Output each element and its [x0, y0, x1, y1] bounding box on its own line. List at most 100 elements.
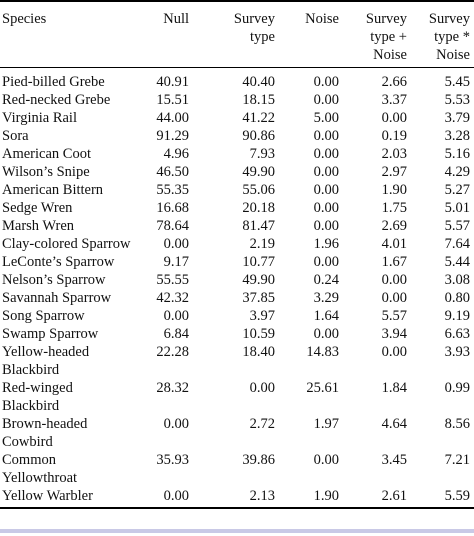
cell-noise: 14.83: [306, 344, 339, 360]
header-line: type: [250, 29, 275, 45]
header-line: Survey: [428, 11, 470, 27]
table-row: Clay-colored Sparrow 0.00 2.19 1.96 4.01 7.64: [0, 235, 474, 253]
table-row: Sedge Wren 16.68 20.18 0.00 1.75 5.01: [0, 199, 474, 217]
cell-survey-type: 10.59: [242, 326, 275, 342]
cell-noise: 5.00: [313, 110, 339, 126]
header-line: Survey: [233, 11, 275, 27]
cell-null: 0.00: [163, 308, 189, 324]
table-row: LeConte’s Sparrow 9.17 10.77 0.00 1.67 5.44: [0, 253, 474, 271]
cell-null: 35.93: [156, 452, 189, 468]
cell-survey-type: 0.00: [249, 380, 275, 396]
cell-species: Savannah Sparrow: [2, 290, 112, 306]
cell-survey-type: 3.97: [249, 308, 275, 324]
cell-survey-type: 2.72: [249, 416, 275, 432]
cell-null: 9.17: [163, 254, 189, 270]
cell-survey-plus-noise: 2.66: [381, 74, 407, 90]
cell-survey-plus-noise: 2.61: [343, 487, 411, 509]
cell-species: LeConte’s Sparrow: [2, 254, 115, 270]
cell-survey-plus-noise: 4.01: [381, 236, 407, 252]
table-row: Swamp Sparrow 6.84 10.59 0.00 3.94 6.63: [0, 325, 474, 343]
cell-null: 6.84: [163, 326, 189, 342]
cell-survey-times-noise: 5.44: [444, 254, 470, 270]
cell-survey-times-noise: 6.63: [444, 326, 470, 342]
cell-survey-plus-noise: 1.67: [381, 254, 407, 270]
cell-survey-plus-noise: 3.45: [381, 452, 407, 468]
cell-species: Sedge Wren: [2, 200, 73, 216]
column-header-species: Species: [0, 8, 135, 68]
cell-noise: 0.00: [313, 254, 339, 270]
table-row: Savannah Sparrow 42.32 37.85 3.29 0.00 0.80: [0, 289, 474, 307]
cell-survey-plus-noise: 2.97: [381, 164, 407, 180]
cell-survey-type: 7.93: [249, 146, 275, 162]
table-row: Wilson’s Snipe 46.50 49.90 0.00 2.97 4.29: [0, 163, 474, 181]
cell-survey-times-noise: 5.27: [444, 182, 470, 198]
cell-survey-times-noise: 3.93: [444, 344, 470, 360]
cell-noise: 3.29: [313, 290, 339, 306]
cell-species: Pied-billed Grebe: [2, 74, 105, 90]
cell-noise: 25.61: [306, 380, 339, 396]
cell-noise: 0.00: [313, 74, 339, 90]
column-header-survey-type: Survey type: [193, 8, 279, 68]
cell-null: 91.29: [156, 128, 189, 144]
table-row: Song Sparrow 0.00 3.97 1.64 5.57 9.19: [0, 307, 474, 325]
cell-noise: 1.97: [313, 416, 339, 432]
table-row: Sora 91.29 90.86 0.00 0.19 3.28: [0, 127, 474, 145]
cell-survey-times-noise: 9.19: [444, 308, 470, 324]
cell-survey-times-noise: 0.80: [444, 290, 470, 306]
cell-survey-type: 49.90: [242, 272, 275, 288]
cell-noise: 0.00: [313, 182, 339, 198]
cell-survey-type: 55.06: [242, 182, 275, 198]
cell-species: Swamp Sparrow: [2, 326, 99, 342]
cell-survey-type: 37.85: [242, 290, 275, 306]
table-row: American Coot 4.96 7.93 0.00 2.03 5.16: [0, 145, 474, 163]
cell-survey-times-noise: 7.21: [444, 452, 470, 468]
cell-survey-type: 18.40: [242, 344, 275, 360]
cell-noise: 0.24: [313, 272, 339, 288]
table-row: Pied-billed Grebe 40.91 40.40 0.00 2.66 5.45: [0, 68, 474, 92]
cell-survey-times-noise: 8.56: [444, 416, 470, 432]
table-row: Red-winged Blackbird 28.32 0.00 25.61 1.84 0.…: [0, 379, 474, 415]
cell-species: Yellow Warbler: [0, 487, 135, 509]
cell-null: 22.28: [156, 344, 189, 360]
cell-noise: 1.90: [279, 487, 343, 509]
cell-survey-times-noise: 5.45: [444, 74, 470, 90]
cell-species: Sora: [2, 128, 29, 144]
cell-survey-plus-noise: 2.03: [381, 146, 407, 162]
table-row: Brown-headed Cowbird 0.00 2.72 1.97 4.64 8.56: [0, 415, 474, 451]
cell-species: Wilson’s Snipe: [2, 164, 90, 180]
cell-noise: 0.00: [313, 218, 339, 234]
cell-survey-plus-noise: 1.75: [381, 200, 407, 216]
table-row: Yellow-headed Blackbird 22.28 18.40 14.83 0.…: [0, 343, 474, 379]
cell-survey-type: 41.22: [242, 110, 275, 126]
cell-survey-type: 40.40: [242, 74, 275, 90]
cell-survey-times-noise: 4.29: [444, 164, 470, 180]
header-line: Noise: [436, 47, 470, 63]
cell-survey-times-noise: 7.64: [444, 236, 470, 252]
table-row: Virginia Rail 44.00 41.22 5.00 0.00 3.79: [0, 109, 474, 127]
table-row: Nelson’s Sparrow 55.55 49.90 0.24 0.00 3.08: [0, 271, 474, 289]
species-model-table: Species Null Survey type Noise Survey ty…: [0, 0, 474, 509]
cell-null: 0.00: [135, 487, 193, 509]
column-header-noise: Noise: [279, 8, 343, 68]
cell-noise: 0.00: [313, 326, 339, 342]
cell-noise: 1.96: [313, 236, 339, 252]
cell-survey-plus-noise: 1.84: [381, 380, 407, 396]
cell-survey-type: 2.19: [249, 236, 275, 252]
cell-species: Clay-colored Sparrow: [2, 236, 131, 252]
cell-survey-plus-noise: 0.19: [381, 128, 407, 144]
cell-null: 44.00: [156, 110, 189, 126]
cell-species: Nelson’s Sparrow: [2, 272, 106, 288]
page-footer-bar: [0, 526, 474, 536]
cell-null: 15.51: [156, 92, 189, 108]
cell-survey-plus-noise: 0.00: [381, 272, 407, 288]
cell-survey-plus-noise: 3.37: [381, 92, 407, 108]
cell-survey-times-noise: 5.16: [444, 146, 470, 162]
cell-null: 40.91: [156, 74, 189, 90]
cell-survey-type: 20.18: [242, 200, 275, 216]
cell-null: 28.32: [156, 380, 189, 396]
cell-survey-times-noise: 3.08: [444, 272, 470, 288]
cell-species: Yellow-headed Blackbird: [2, 344, 90, 378]
table-row: Yellow Warbler 0.00 2.13 1.90 2.61 5.59: [0, 487, 474, 509]
column-header-survey-plus-noise: Survey type + Noise: [343, 8, 411, 68]
cell-noise: 0.00: [313, 92, 339, 108]
